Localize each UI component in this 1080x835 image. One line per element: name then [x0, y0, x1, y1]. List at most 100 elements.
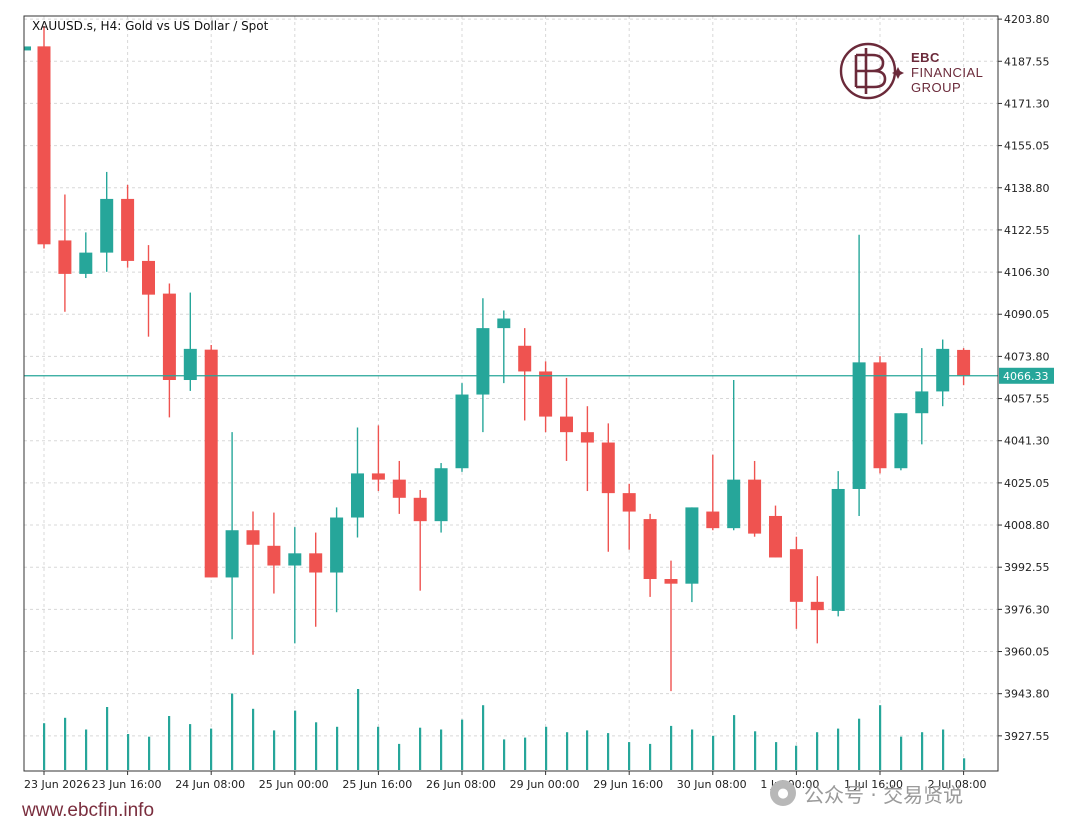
- volume-bar: [586, 730, 589, 770]
- candle-body: [351, 473, 364, 518]
- candle-body: [413, 497, 427, 522]
- candle-body: [685, 507, 699, 584]
- ebc-logo-icon: [839, 42, 897, 100]
- candle-body: [957, 349, 971, 376]
- volume-bar: [336, 726, 339, 770]
- x-tick-label: 23 Jun 2026: [24, 778, 90, 791]
- brand-name-line2: FINANCIAL: [911, 65, 983, 80]
- bull-candle: [936, 339, 950, 407]
- bull-candle: [831, 471, 845, 617]
- y-tick-label: 4090.05: [1004, 308, 1050, 321]
- candle-body: [79, 252, 93, 274]
- candle-body: [769, 515, 782, 558]
- candle-body: [643, 519, 657, 580]
- volume-bar: [754, 731, 757, 770]
- volume-bar: [733, 715, 736, 770]
- brand-name-line1: EBC: [911, 50, 940, 65]
- bear-candle: [413, 490, 427, 591]
- bear-candle: [539, 361, 553, 433]
- current-price-badge: [999, 367, 1054, 384]
- bear-candle: [267, 512, 281, 594]
- candle-body: [58, 240, 72, 274]
- edge-marker: [24, 46, 31, 51]
- volume-bar: [377, 726, 380, 770]
- volume-bar: [963, 758, 966, 770]
- candle-body: [100, 198, 114, 253]
- x-tick-label: 26 Jun 08:00: [426, 778, 496, 791]
- candle-body: [183, 348, 197, 381]
- candle-body: [476, 328, 490, 395]
- x-tick-label: 24 Jun 08:00: [175, 778, 245, 791]
- y-tick-label: 3943.80: [1004, 688, 1050, 701]
- volume-bar: [315, 722, 318, 770]
- bear-candle: [643, 513, 657, 597]
- y-tick-label: 4155.05: [1004, 140, 1050, 153]
- bull-candle: [476, 298, 490, 433]
- candle-body: [727, 479, 741, 529]
- candle-body: [162, 293, 176, 381]
- candle-body: [142, 260, 155, 295]
- candle-body: [852, 362, 866, 489]
- volume-bar: [691, 729, 694, 770]
- volume-bar: [148, 736, 151, 770]
- bull-candle: [330, 507, 344, 613]
- bull-candle: [455, 383, 469, 472]
- volume-bar: [64, 717, 67, 770]
- bear-candle: [309, 532, 323, 627]
- bear-candle: [706, 454, 720, 531]
- y-tick-label: 4187.55: [1004, 55, 1050, 68]
- chart-title: XAUUSD.s, H4: Gold vs US Dollar / Spot: [32, 19, 269, 33]
- candle-body: [455, 394, 469, 469]
- ebc-logo: EBC FINANCIAL GROUP: [839, 42, 983, 100]
- candles: [24, 26, 971, 692]
- volume-bar: [649, 743, 652, 770]
- candle-body: [831, 488, 845, 611]
- x-axis: 23 Jun 2026 23 Jun 16:00 24 Jun 08:00 25 Ju…: [24, 771, 987, 791]
- candle-body: [894, 413, 908, 469]
- bear-candle: [810, 576, 824, 644]
- y-tick-label: 4025.05: [1004, 477, 1050, 490]
- volume-bar: [106, 707, 109, 770]
- volume-bar: [816, 732, 819, 770]
- volume-bar: [566, 732, 569, 770]
- wechat-watermark-text: 公众号 · 交易贤说: [804, 782, 964, 807]
- volume-bars: [43, 689, 966, 770]
- bear-candle: [664, 560, 678, 692]
- wechat-watermark: ● 公众号 · 交易贤说: [770, 778, 963, 808]
- volume-bar: [43, 723, 46, 770]
- candle-body: [789, 549, 803, 602]
- bull-candle: [183, 292, 197, 391]
- bear-candle: [789, 536, 803, 629]
- brand-name-line3: GROUP: [911, 80, 961, 95]
- y-tick-label: 4106.30: [1004, 266, 1050, 279]
- candle-body: [434, 468, 448, 522]
- bear-candle: [142, 245, 155, 337]
- website-link[interactable]: www.ebcfin.info: [22, 800, 155, 821]
- bull-candle: [100, 171, 114, 272]
- volume-bar: [503, 739, 506, 770]
- volume-bar: [858, 718, 861, 770]
- x-tick-label: 2 Jul 08:00: [928, 778, 987, 791]
- candle-body: [873, 362, 887, 469]
- volume-bar: [712, 735, 715, 770]
- candle-body: [580, 432, 594, 443]
- candle-body: [225, 530, 239, 578]
- grid-lines: [24, 16, 998, 771]
- bear-candle: [769, 505, 782, 558]
- current-price-label: 4066.33: [1003, 370, 1049, 383]
- volume-bar: [670, 725, 673, 770]
- volume-bar: [127, 734, 130, 770]
- volume-bar: [398, 743, 401, 770]
- bear-candle: [957, 348, 971, 386]
- bear-candle: [560, 377, 573, 461]
- volume-bar: [795, 745, 798, 770]
- bull-candle: [288, 527, 302, 644]
- x-tick-label: 29 Jun 16:00: [593, 778, 663, 791]
- volume-bar: [837, 728, 840, 770]
- volume-bar: [900, 736, 903, 770]
- y-tick-label: 3992.55: [1004, 561, 1050, 574]
- candle-body: [622, 493, 636, 512]
- bull-candle: [225, 432, 239, 640]
- bull-candle: [351, 427, 364, 538]
